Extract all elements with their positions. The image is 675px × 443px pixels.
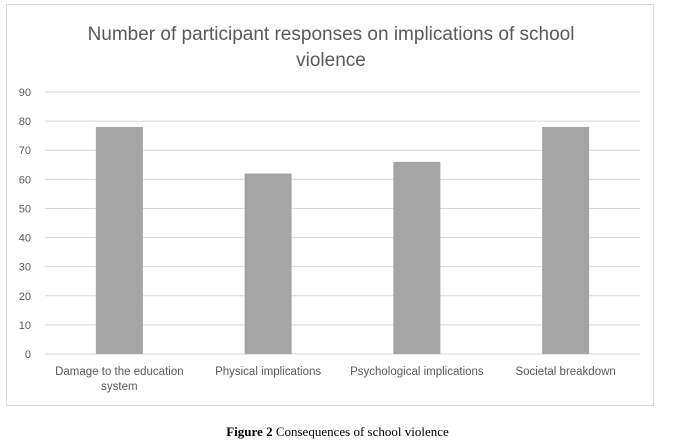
figure-caption-text: Consequences of school violence bbox=[275, 424, 449, 439]
chart-title: Number of participant responses on impli… bbox=[88, 24, 575, 71]
y-tick-label: 50 bbox=[19, 203, 31, 215]
figure-caption: Figure 2 Consequences of school violence bbox=[0, 424, 675, 440]
x-axis-category-labels: Damage to the education system Physical im… bbox=[55, 366, 616, 393]
y-axis-tick-labels: 0 10 20 30 40 50 60 70 80 90 bbox=[19, 87, 31, 361]
x-category-label: Damage to the education system bbox=[55, 366, 184, 393]
y-tick-label: 70 bbox=[19, 145, 31, 157]
x-category-label: Psychological implications bbox=[350, 366, 484, 378]
y-tick-label: 60 bbox=[19, 174, 31, 186]
y-tick-label: 40 bbox=[19, 233, 31, 245]
y-tick-label: 30 bbox=[19, 262, 31, 274]
bar bbox=[95, 126, 143, 354]
bar-chart: Number of participant responses on impli… bbox=[19, 24, 640, 393]
figure-caption-label: Figure 2 bbox=[226, 424, 273, 439]
x-category-label: Societal breakdown bbox=[515, 366, 615, 378]
y-tick-label: 90 bbox=[19, 87, 31, 99]
y-tick-label: 80 bbox=[19, 116, 31, 128]
y-tick-label: 0 bbox=[25, 349, 31, 361]
bar bbox=[542, 126, 590, 354]
y-tick-label: 10 bbox=[19, 320, 31, 332]
chart-title-line: violence bbox=[296, 50, 366, 71]
bars bbox=[95, 126, 590, 354]
chart-frame: Number of participant responses on impli… bbox=[6, 4, 654, 406]
bar bbox=[393, 161, 441, 354]
x-category-label: Physical implications bbox=[215, 366, 321, 378]
bar bbox=[244, 173, 292, 354]
gridlines bbox=[45, 91, 640, 355]
y-tick-label: 20 bbox=[19, 291, 31, 303]
chart-title-line: Number of participant responses on impli… bbox=[88, 24, 575, 45]
